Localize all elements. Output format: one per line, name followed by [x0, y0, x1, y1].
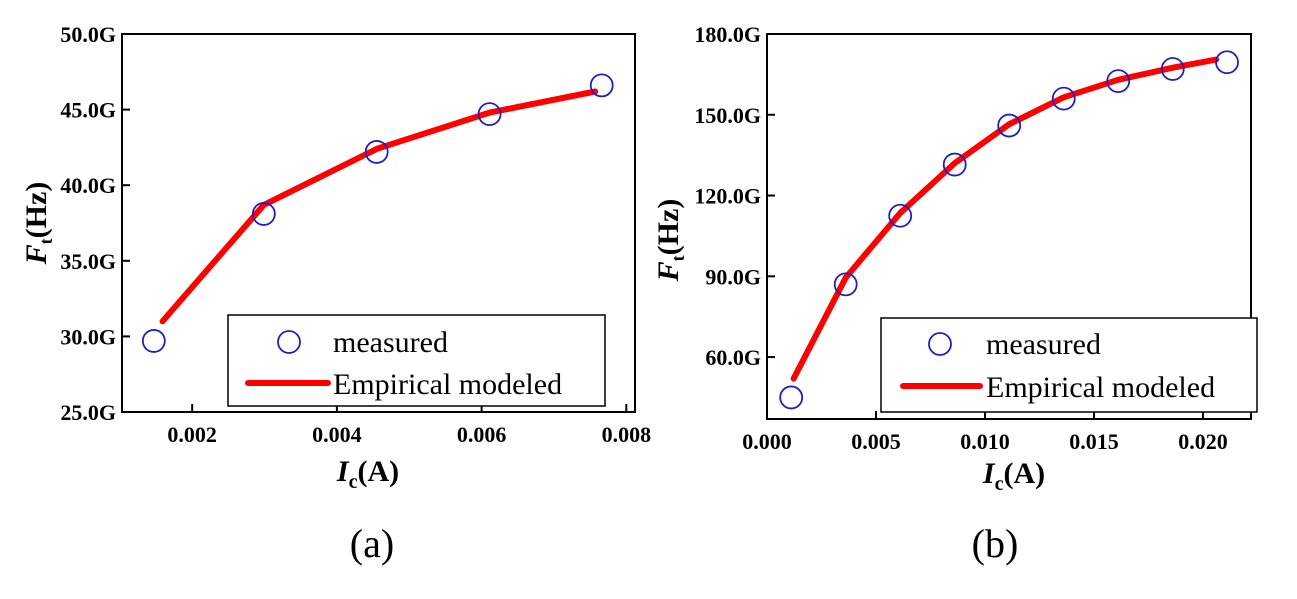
chart-a-y-tick: 30.0G [60, 324, 130, 349]
chart-a-x-tick: 0.004 [312, 404, 362, 447]
chart-b-y-tick: 90.0G [705, 264, 775, 289]
chart-a-x-tick: 0.008 [602, 404, 652, 447]
chart-a-legend-label-model: Empirical modeled [333, 368, 562, 401]
chart-b-y-tick-label: 180.0G [694, 22, 761, 47]
chart-b-y-ticks: 60.0G 90.0G 120.0G 150.0G 180.0G [694, 22, 775, 370]
chart-b-legend-label-model: Empirical modeled [986, 371, 1215, 404]
chart-a-legend-label-measured: measured [333, 326, 448, 359]
chart-b-legend-marker [928, 332, 952, 356]
chart-b-measured-point [1106, 69, 1131, 94]
chart-b-model-line [790, 56, 1220, 382]
chart-a-legend-box [227, 314, 606, 407]
chart-a-x-tick: 0.006 [457, 404, 507, 447]
chart-a-legend: measured Empirical modeled [227, 314, 606, 407]
chart-a-y-tick: 50.0G [60, 22, 130, 47]
chart-b-x-tick-label: 0.005 [851, 429, 901, 454]
chart-b-measured-point [1215, 50, 1239, 75]
chart-b-measured-point [997, 113, 1022, 138]
chart-b-y-tick-label: 60.0G [705, 345, 761, 370]
chart-b-y-tick: 60.0G [705, 345, 775, 370]
chart-a-measured-point [477, 102, 502, 127]
chart-a-y-tick-label: 30.0G [60, 324, 116, 349]
chart-b-x-tick: 0.000 [742, 411, 792, 454]
chart-a-x-tick-label: 0.006 [457, 422, 507, 447]
chart-b-x-ticks: 0.000 0.005 0.010 0.015 0.020 [742, 411, 1228, 454]
chart-b-y-tick-label: 90.0G [705, 264, 761, 289]
chart-b-x-tick: 0.015 [1069, 411, 1119, 454]
chart-a-measured-point [589, 73, 614, 98]
chart-a-model-polyline [159, 88, 599, 325]
chart-b-measured-point [1160, 57, 1185, 81]
chart-a-model-line [159, 88, 599, 325]
chart-b-measured-point [888, 203, 913, 228]
chart-a-y-tick-label: 40.0G [60, 173, 116, 198]
chart-b-model-polyline [790, 56, 1220, 382]
chart-a-y-ticks: 25.0G 30.0G 35.0G 40.0G 45.0G 50.0G [60, 22, 130, 425]
chart-b-plot-frame [766, 33, 1252, 420]
chart-b-legend: measured Empirical modeled [880, 317, 1258, 413]
chart-a-y-tick-label: 35.0G [60, 249, 116, 274]
chart-b-legend-label-measured: measured [986, 328, 1101, 361]
chart-b-x-tick-label: 0.020 [1178, 429, 1228, 454]
chart-b-y-tick: 150.0G [694, 103, 775, 128]
chart-a-y-tick: 25.0G [60, 400, 130, 425]
chart-a-x-tick-label: 0.008 [602, 422, 652, 447]
chart-b-x-tick-label: 0.000 [742, 429, 792, 454]
chart-b-x-tick: 0.005 [851, 411, 901, 454]
chart-b-y-tick-label: 120.0G [694, 184, 761, 209]
chart-b-measured-point [1051, 86, 1076, 111]
chart-a-y-axis-label: Ft(Hz) [20, 182, 56, 266]
chart-a-y-tick: 40.0G [60, 173, 130, 198]
chart-a-measured-point [364, 140, 389, 164]
chart-a-caption: (a) [350, 521, 394, 566]
chart-b-measured-points [779, 50, 1239, 410]
chart-b-measured-point [942, 152, 967, 177]
chart-b-x-tick: 0.020 [1178, 411, 1228, 454]
chart-a-y-tick-label: 25.0G [60, 400, 116, 425]
chart-b-caption: (b) [972, 521, 1019, 566]
chart-a-y-tick: 35.0G [60, 249, 130, 274]
chart-b-y-tick-label: 150.0G [694, 103, 761, 128]
chart-a-y-tick-label: 45.0G [60, 98, 116, 123]
chart-a-x-ticks: 0.002 0.004 0.006 0.008 [167, 404, 651, 447]
chart-a-x-axis-label: Ic(A) [336, 455, 399, 493]
chart-a-plot-frame [121, 33, 636, 413]
chart-a-y-tick: 45.0G [60, 98, 130, 123]
chart-a-measured-point [141, 329, 166, 353]
chart-a-measured-points [141, 73, 614, 353]
chart-b-x-tick: 0.010 [960, 411, 1010, 454]
chart-a-measured-point [251, 202, 276, 226]
chart-a-x-tick: 0.002 [167, 404, 217, 447]
chart-b-x-tick-label: 0.015 [1069, 429, 1119, 454]
chart-b-y-tick: 120.0G [694, 184, 775, 209]
chart-b-x-tick-label: 0.010 [960, 429, 1010, 454]
chart-a-legend-marker [277, 330, 301, 354]
chart-b-measured-point [779, 385, 804, 410]
chart-b-measured-point [833, 272, 858, 297]
chart-b-x-axis-label: Ic(A) [982, 457, 1045, 495]
chart-b-y-axis-label: Ft(Hz) [652, 199, 688, 283]
chart-a-x-tick-label: 0.004 [312, 422, 362, 447]
chart-b-y-tick: 180.0G [694, 22, 775, 47]
chart-a-y-tick-label: 50.0G [60, 22, 116, 47]
chart-a-x-tick-label: 0.002 [167, 422, 217, 447]
